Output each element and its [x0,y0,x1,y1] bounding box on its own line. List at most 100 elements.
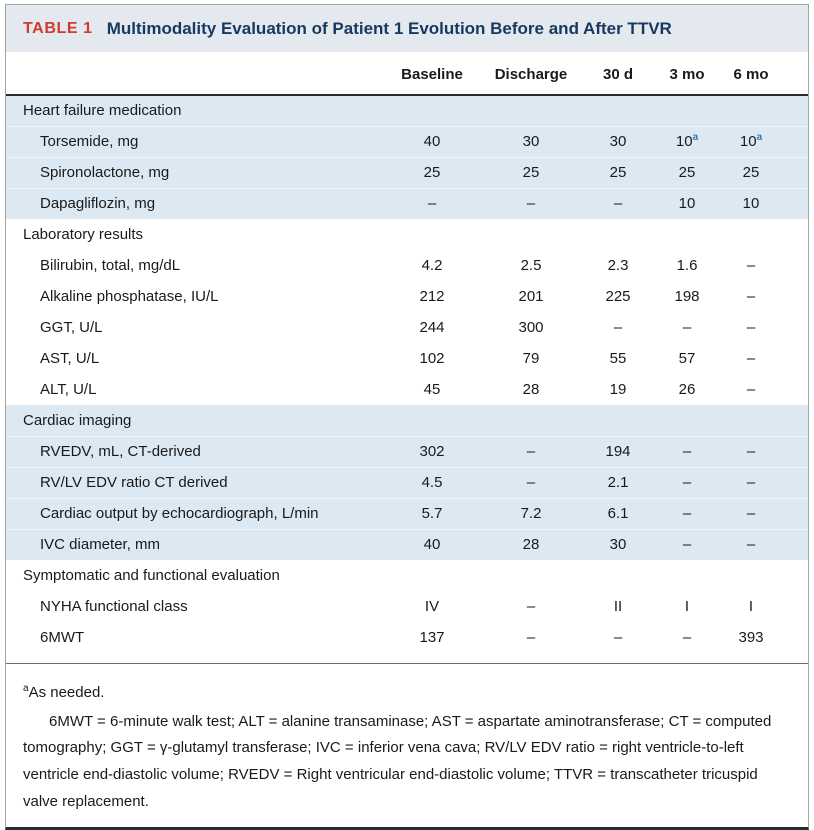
row-gutter [782,528,808,560]
column-header-gutter [782,52,808,96]
section-label: Laboratory results [23,226,144,243]
footnote-as-needed: aAs needed. [23,680,790,707]
cell-value: I [748,598,754,615]
row-gutter [782,343,808,374]
footnote-superscript: a [23,683,29,694]
footnote-text: As needed. [28,684,105,701]
cell-value: 4.2 [421,257,443,274]
cell-value: – [746,288,756,305]
body-bottom-spacer [6,653,808,663]
row-label: Alkaline phosphatase, IU/L [40,288,219,305]
row-gutter [782,466,808,498]
cell-value: – [384,187,480,219]
column-header-empty [6,52,384,96]
table-row: Dapagliflozin, mg – – –10 10 [6,187,808,219]
row-gutter [782,435,808,467]
cell-value: 30 [582,528,654,560]
cell-value: 25 [384,156,480,188]
row-label: Spironolactone, mg [6,156,384,188]
cell-value: 40 [384,528,480,560]
row-gutter [782,591,808,622]
cell-value: IV [424,598,440,615]
table-title-bar: TABLE 1 Multimodality Evaluation of Pati… [6,5,808,52]
row-label: RVEDV, mL, CT-derived [6,435,384,467]
cell-value: – [526,598,536,615]
row-label: RV/LV EDV ratio CT derived [6,466,384,498]
cell-value: – [480,187,582,219]
row-gutter [782,622,808,653]
cell-value: 5.7 [384,497,480,529]
table-row: 6MWT 137 – – – 393 [6,622,808,653]
cell-value: 28 [480,528,582,560]
cell-value: – [746,350,756,367]
cell-value: – [746,319,756,336]
cell-value: – [480,466,582,498]
cell-value: – [526,629,536,646]
cell-value: 10 [654,187,720,219]
cell-value: 40 [384,125,480,157]
cell-value: 201 [518,288,544,305]
cell-value: 2.5 [520,257,542,274]
table-row: RVEDV, mL, CT-derived 302–194– – [6,435,808,467]
section-header-row: Symptomatic and functional evaluation [6,560,808,591]
cell-value: – [613,629,623,646]
cell-value: 2.3 [607,257,629,274]
cell-value: 10a [720,125,782,157]
section-label: Heart failure medication [23,102,182,120]
cell-value: – [654,466,720,498]
row-label: Dapagliflozin, mg [6,187,384,219]
cell-value: 30 [582,125,654,157]
row-gutter [782,125,808,157]
cell-value: 198 [674,288,700,305]
column-header: Discharge [480,52,582,96]
row-gutter [782,250,808,281]
cell-value: – [654,497,720,529]
cell-value: 102 [419,350,445,367]
cell-value: – [654,435,720,467]
cell-value: 300 [518,319,544,336]
cell-value: – [682,629,692,646]
section-header-row: Heart failure medication [6,95,808,126]
section-header-row: Laboratory results [6,219,808,250]
cell-value: 6.1 [582,497,654,529]
cell-value: 1.6 [676,257,698,274]
cell-value: 25 [480,156,582,188]
row-label: NYHA functional class [40,598,188,615]
cell-value: I [684,598,690,615]
table-row: Spironolactone, mg 25 25 25 25 25 [6,156,808,188]
row-gutter [782,312,808,343]
cell-value: 79 [522,350,540,367]
column-header: 6 mo [720,52,782,96]
table-number-tag: TABLE 1 [23,19,93,37]
cell-value: 57 [678,350,696,367]
cell-value: 19 [609,381,627,398]
cell-value: – [480,435,582,467]
row-label: Bilirubin, total, mg/dL [40,257,181,274]
cell-superscript: a [756,132,763,143]
cell-value: – [746,381,756,398]
cell-value: 2.1 [582,466,654,498]
cell-value: 30 [480,125,582,157]
cell-value: – [654,528,720,560]
cell-value: 7.2 [480,497,582,529]
row-gutter [782,156,808,188]
table-row: RV/LV EDV ratio CT derived 4.5–2.1– – [6,466,808,498]
cell-value: – [720,528,782,560]
row-gutter [782,497,808,529]
footnotes: aAs needed. 6MWT = 6-minute walk test; A… [6,663,808,827]
table-row: ALT, U/L 45 28 19 26 – [6,374,808,405]
cell-superscript: a [692,132,699,143]
section-header-row: Cardiac imaging [6,405,808,436]
row-gutter [782,187,808,219]
cell-value: – [613,319,623,336]
column-header: 30 d [582,52,654,96]
table-row: IVC diameter, mm 40 28 30– – [6,528,808,560]
row-gutter [782,374,808,405]
table-row: Torsemide, mg 40 30 30 10a 10a [6,125,808,157]
cell-value: – [746,257,756,274]
row-label: ALT, U/L [40,381,97,398]
cell-value: 25 [654,156,720,188]
